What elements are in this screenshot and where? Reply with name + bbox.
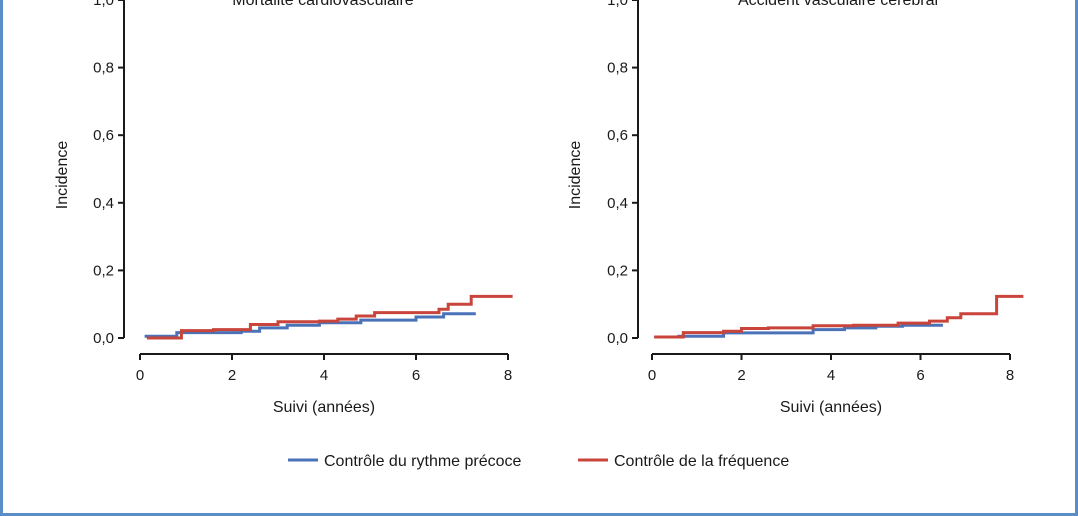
x-tick-label: 6 (412, 367, 420, 384)
chart-panel-1: Mortalité cardiovasculaire 0,0 0,2 0,4 0,6 0,… (54, 0, 513, 416)
y-tick-label: 0,0 (93, 330, 114, 347)
y-tick-label: 0,2 (607, 262, 628, 279)
series-line-rate (146, 294, 513, 340)
x-axis-title: Suivi (années) (780, 399, 882, 416)
y-tick-label: 0,2 (93, 262, 114, 279)
x-tick-label: 0 (648, 367, 656, 384)
x-axis-title: Suivi (années) (273, 399, 375, 416)
x-tick-label: 8 (1006, 367, 1014, 384)
chart-title: Mortalité cardiovasculaire (232, 0, 414, 9)
x-tick-label: 4 (827, 367, 835, 384)
y-tick-label: 1,0 (93, 0, 114, 9)
legend-label-early-rhythm: Contrôle du rythme précoce (324, 453, 522, 470)
x-tick-label: 8 (504, 367, 512, 384)
x-tick-label: 4 (320, 367, 328, 384)
y-tick-label: 0,6 (93, 127, 114, 144)
y-tick-label: 0,6 (607, 127, 628, 144)
y-axis-title: Incidence (54, 141, 71, 210)
chart-title: Accident vasculaire cérébral (738, 0, 938, 9)
series-line-rate (654, 294, 1024, 339)
y-tick-label: 1,0 (607, 0, 628, 9)
x-tick-label: 6 (916, 367, 924, 384)
y-tick-label: 0,0 (607, 330, 628, 347)
series-line-early-rhythm (144, 312, 476, 338)
y-axis-title: Incidence (567, 141, 584, 210)
chart-panel-2: Accident vasculaire cérébral 0,0 0,2 0,4 0,6… (567, 0, 1024, 416)
y-tick-label: 0,4 (93, 195, 114, 212)
y-tick-label: 0,4 (607, 195, 628, 212)
x-tick-label: 2 (737, 367, 745, 384)
y-tick-label: 0,8 (607, 60, 628, 77)
x-tick-label: 0 (136, 367, 144, 384)
legend: Contrôle du rythme précoce Contrôle de l… (288, 453, 789, 470)
y-tick-label: 0,8 (93, 60, 114, 77)
legend-label-rate: Contrôle de la fréquence (614, 453, 789, 470)
x-tick-label: 2 (228, 367, 236, 384)
